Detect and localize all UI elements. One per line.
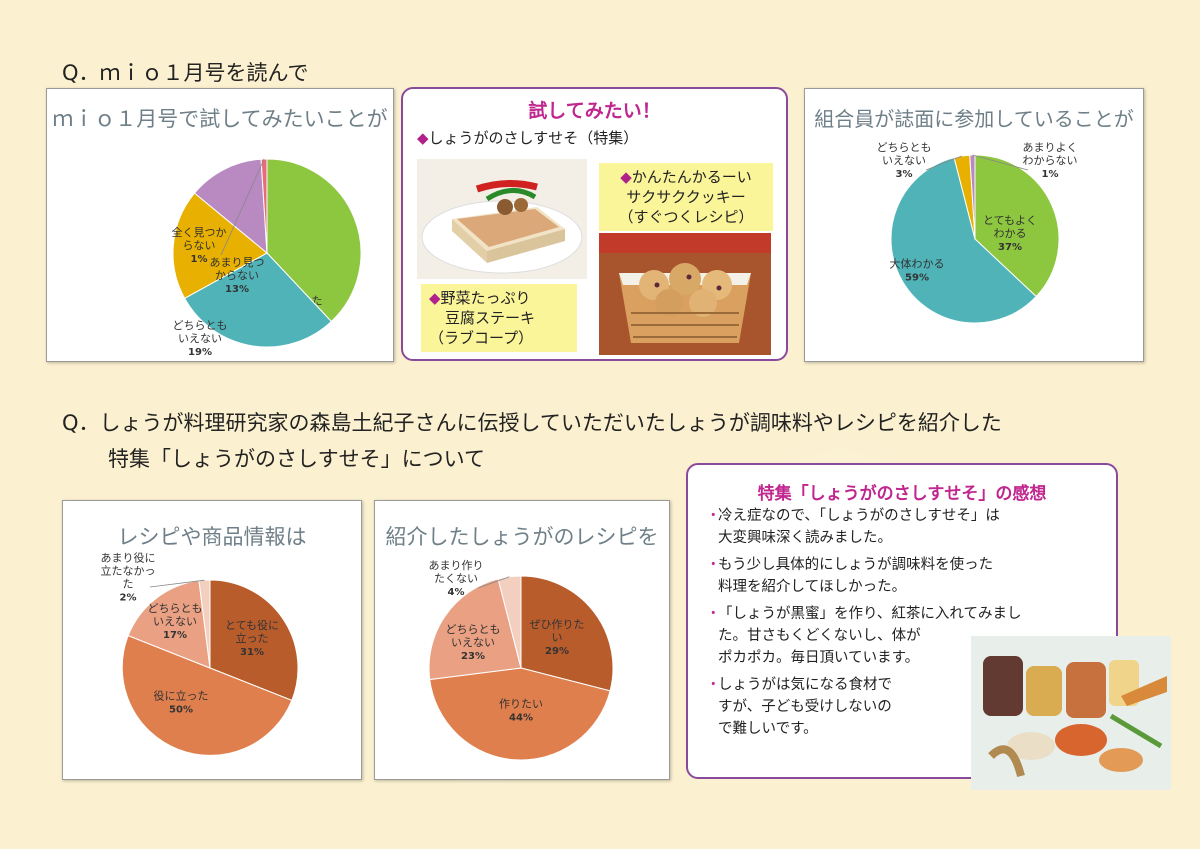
chart-1-title: ｍｉｏ１月号で試してみたいことが xyxy=(52,107,388,131)
try-item-3-line-1: かんたんかるーい xyxy=(631,168,752,186)
slice-label: とても役に立った 31% xyxy=(225,618,279,658)
slice-label: あまりよくわからない 1% xyxy=(1023,141,1078,180)
impression-line: もう少し具体的にしょうが調味料を使った xyxy=(718,557,994,573)
leader-line xyxy=(925,155,963,171)
diamond-icon: ◆ xyxy=(417,129,429,147)
slice-label: ぜひ作りたい 29% xyxy=(530,618,585,657)
slice-label: 作りたい 44% xyxy=(499,698,543,724)
impression-line: 大変興味深く読みました。 xyxy=(718,530,892,546)
leader-line xyxy=(477,576,510,589)
slice-label: 役に立った 50% xyxy=(154,689,209,716)
slice-label: どちらともいえない 19% xyxy=(173,319,228,358)
slice-label: どちらともいえない 17% xyxy=(148,602,203,641)
pie-slice xyxy=(520,575,614,692)
pie-chart-3: とても役に立った 31% 役に立った 50% どちらともいえない 17%あまり役に立たなか… xyxy=(101,551,299,756)
pie-slice xyxy=(974,154,1060,298)
try-item-2-line-1: 野菜たっぷり xyxy=(440,289,531,307)
try-item-2-line-3: （ラブコープ） xyxy=(429,329,534,347)
tofu-steak-photo xyxy=(417,159,587,279)
diamond-icon: ◆ xyxy=(429,289,441,307)
cookie-basket-illustration xyxy=(599,233,771,355)
pie-slice xyxy=(266,158,362,323)
slice-label: あまり役に立たなかった 2% xyxy=(101,551,156,604)
impression-line: た。甘さもくどくないし、体が xyxy=(718,628,921,644)
chart-3-title: レシピや商品情報は xyxy=(117,525,307,549)
pie-slice xyxy=(172,192,268,299)
bullet-icon: ・ xyxy=(706,677,721,693)
impression-item: ・冷え症なので、「しょうがのさしすせそ」は 大変興味深く読みました。 xyxy=(706,505,1106,549)
pie-slice xyxy=(429,667,611,761)
impression-item: ・もう少し具体的にしょうが調味料を使った 料理を紹介してほしかった。 xyxy=(706,554,1106,598)
chart-2-title: 組合員が誌面に参加していることが xyxy=(814,107,1134,131)
pie-chart-2: とてもよくわかる 37% 大体わかる 59% どちらともいえない 3% あまりよくわからない… xyxy=(877,141,1078,324)
try-box: 試してみたい！ ◆しょうがのさしすせそ（特集） ◆野菜たっぷり 豆腐ステーキ （… xyxy=(401,87,788,361)
try-item-3: ◆かんたんかるーい サクサククッキー （すぐつくレシピ） xyxy=(599,163,773,231)
impression-line: しょうがは気になる食材で xyxy=(718,677,892,693)
slice-label: とてもよくわかる 37% xyxy=(983,214,1037,253)
bullet-icon: ・ xyxy=(706,557,721,573)
slice-label: 大体わかる 59% xyxy=(890,257,945,284)
impression-line: で難しいです。 xyxy=(718,721,818,737)
slice-label: あまり見つからない 13% xyxy=(210,256,265,295)
try-item-1-label: しょうがのさしすせそ（特集） xyxy=(428,129,639,147)
pie-slice xyxy=(890,157,1037,324)
leader-line xyxy=(972,154,1029,171)
impressions-list: ・冷え症なので、「しょうがのさしすせそ」は 大変興味深く読みました。・もう少し具体… xyxy=(706,505,1106,745)
pie-slice xyxy=(183,252,333,348)
leader-line xyxy=(149,579,205,588)
bullet-icon: ・ xyxy=(706,508,721,524)
try-item-2: ◆野菜たっぷり 豆腐ステーキ （ラブコープ） xyxy=(421,284,577,352)
slice-label: あまり作りたくない 4% xyxy=(429,559,484,598)
chart-4-title: 紹介したしょうがのレシピを xyxy=(385,525,659,549)
impression-item: ・しょうがは気になる食材で すが、子ども受けしないの で難しいです。 xyxy=(706,674,1106,740)
pie-chart-1: 見つかった38%少し見つかった29%どちらともいえない19%あまり見つからない1… xyxy=(172,158,362,358)
pie-slice xyxy=(428,578,522,681)
impressions-title: 特集「しょうがのさしすせそ」の感想 xyxy=(757,484,1047,504)
try-item-1: ◆しょうがのさしすせそ（特集） xyxy=(417,127,638,148)
ginger-condiments-photo xyxy=(971,636,1171,790)
try-item-2-line-2: 豆腐ステーキ xyxy=(445,309,536,327)
try-box-title: 試してみたい！ xyxy=(528,100,661,122)
impression-line: 冷え症なので、「しょうがのさしすせそ」は xyxy=(718,508,1000,524)
cookie-photo xyxy=(599,233,771,355)
impression-line: すが、子ども受けしないの xyxy=(718,699,892,715)
question-1: Q．ｍｉｏ１月号を読んで xyxy=(62,61,309,85)
impression-line: ポカポカ。毎日頂いています。 xyxy=(718,650,920,666)
impression-line: 「しょうが黒蜜」を作り、紅茶に入れてみまし xyxy=(718,606,1022,622)
ginger-condiments-illustration xyxy=(971,636,1171,790)
tofu-steak-illustration xyxy=(421,180,583,274)
slice-label: 全く見つからない 1% xyxy=(172,225,227,265)
chart-panel-3: レシピや商品情報は とても役に立った 31% 役に立った 50% どちらともいえない 17… xyxy=(62,500,362,780)
pie-slice xyxy=(121,634,293,756)
try-item-3-line-3: （すぐつくレシピ） xyxy=(618,208,754,226)
question-2-line-1: Q．しょうが料理研究家の森島土紀子さんに伝授していただいたしょうが調味料やレシピ… xyxy=(62,411,1002,435)
pie-chart-4: ぜひ作りたい 29% 作りたい 44% どちらともいえない 23% あまり作りたくない 4% xyxy=(428,559,614,761)
chart-panel-4: 紹介したしょうがのレシピを ぜひ作りたい 29% 作りたい 44% どちらともいえない 2… xyxy=(374,500,670,780)
try-item-3-line-2: サクサククッキー xyxy=(626,188,746,206)
chart-panel-2: 組合員が誌面に参加していることが とてもよくわかる 37% 大体わかる 59% どちらと… xyxy=(804,88,1144,362)
leader-line xyxy=(220,158,265,256)
diamond-icon: ◆ xyxy=(620,168,632,186)
pie-slice xyxy=(193,158,268,255)
impressions-box: 特集「しょうがのさしすせそ」の感想 ・冷え症なので、「しょうがのさしすせそ」は大… xyxy=(686,463,1118,779)
slice-label: どちらともいえない 23% xyxy=(446,623,501,662)
impression-item: ・「しょうが黒蜜」を作り、紅茶に入れてみまし た。甘さもくどくないし、体が ポカポカ… xyxy=(706,603,1106,669)
bullet-icon: ・ xyxy=(706,606,721,622)
chart-panel-1: ｍｉｏ１月号で試してみたいことが 見つかった38%少し見つかった29%どちらとも… xyxy=(46,88,394,362)
slice-label: どちらともいえない 3% xyxy=(877,141,932,180)
impression-line: 料理を紹介してほしかった。 xyxy=(718,579,907,595)
question-2-line-2: 特集「しょうがのさしすせそ」について xyxy=(108,447,485,471)
pie-slice xyxy=(209,579,299,702)
